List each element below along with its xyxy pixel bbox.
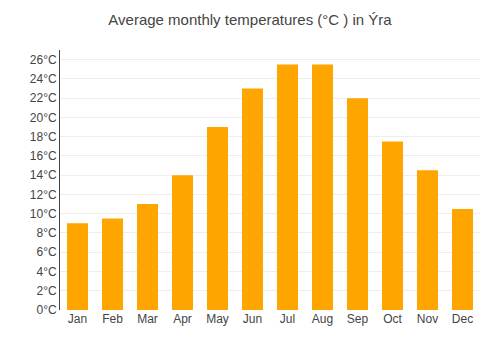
svg-text:Jul: Jul xyxy=(280,312,295,326)
svg-text:10°C: 10°C xyxy=(30,207,57,221)
svg-text:14°C: 14°C xyxy=(30,168,57,182)
svg-text:6°C: 6°C xyxy=(36,245,56,259)
svg-text:8°C: 8°C xyxy=(36,226,56,240)
svg-text:4°C: 4°C xyxy=(36,265,56,279)
svg-text:12°C: 12°C xyxy=(30,188,57,202)
svg-text:Mar: Mar xyxy=(137,312,158,326)
svg-text:16°C: 16°C xyxy=(30,149,57,163)
svg-text:Apr: Apr xyxy=(173,312,192,326)
svg-text:Sep: Sep xyxy=(347,312,369,326)
svg-text:Dec: Dec xyxy=(452,312,473,326)
svg-text:Nov: Nov xyxy=(417,312,438,326)
svg-text:Average monthly temperatures (: Average monthly temperatures (°C ) in Ýr… xyxy=(108,11,392,28)
svg-text:Feb: Feb xyxy=(102,312,123,326)
svg-text:26°C: 26°C xyxy=(30,53,57,67)
svg-text:Jun: Jun xyxy=(243,312,262,326)
svg-text:0°C: 0°C xyxy=(36,303,56,317)
svg-text:20°C: 20°C xyxy=(30,111,57,125)
svg-text:Aug: Aug xyxy=(312,312,333,326)
svg-text:2°C: 2°C xyxy=(36,284,56,298)
svg-text:18°C: 18°C xyxy=(30,130,57,144)
svg-text:22°C: 22°C xyxy=(30,91,57,105)
svg-text:May: May xyxy=(206,312,229,326)
svg-text:24°C: 24°C xyxy=(30,72,57,86)
svg-text:Oct: Oct xyxy=(383,312,402,326)
svg-text:Jan: Jan xyxy=(68,312,87,326)
